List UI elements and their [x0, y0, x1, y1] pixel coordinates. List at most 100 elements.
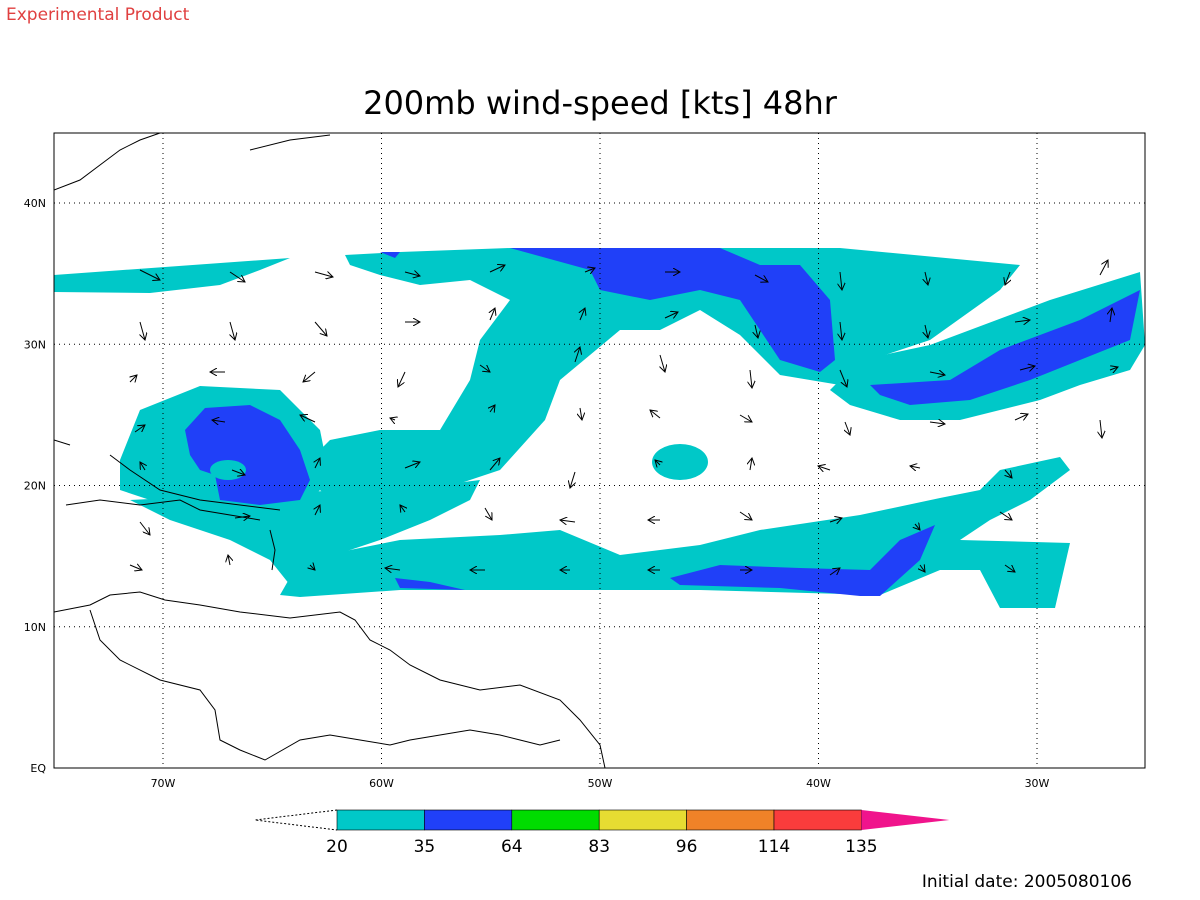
wind-field	[54, 133, 1145, 768]
colorbar-label: 96	[676, 837, 698, 857]
wind-arrow	[1005, 469, 1012, 478]
wind-arrow	[560, 520, 576, 522]
wind-arrow	[839, 369, 847, 387]
wind-arrow	[750, 369, 752, 388]
wind-vectors	[129, 260, 1118, 576]
wind-arrow	[1110, 308, 1112, 323]
wind-arrow	[1100, 419, 1102, 438]
wind-arrow	[999, 511, 1012, 520]
wind-arrow	[1099, 260, 1108, 276]
wind-arrow	[315, 505, 320, 516]
wind-arrow	[490, 308, 495, 321]
wind-arrow	[580, 407, 582, 420]
wind-arrow	[400, 505, 405, 512]
wind-arrow	[404, 272, 420, 276]
colorbar-box	[424, 809, 513, 831]
lat-label: 20N	[24, 480, 46, 493]
wind-arrow	[315, 458, 320, 469]
header-note: Experimental Product	[6, 5, 190, 25]
wind-arrow	[929, 422, 945, 424]
wind-arrow	[140, 321, 145, 340]
wind-arrow	[829, 568, 840, 576]
wind-arrow	[404, 462, 420, 469]
lon-label: 30W	[1025, 777, 1050, 790]
lat-label: 10N	[24, 621, 46, 634]
wind-arrow	[489, 265, 505, 273]
colorbar-box	[511, 809, 600, 831]
colorbar: 20 35 64 83 96 114 135	[254, 809, 950, 857]
wind-arrow	[314, 321, 327, 336]
wind-arrow	[915, 524, 920, 530]
wind-arrow	[129, 565, 142, 570]
wind-arrow	[1004, 564, 1015, 572]
wind-arrow	[920, 565, 925, 572]
wind-arrow	[660, 354, 665, 372]
wind-arrow	[575, 347, 580, 363]
wind-arrow	[840, 321, 842, 340]
band-35-64	[185, 248, 1140, 596]
wind-arrow	[1005, 271, 1010, 285]
colorbar-box	[686, 809, 775, 831]
wind-arrow	[390, 418, 395, 420]
colorbar-label: 135	[845, 837, 877, 857]
wind-arrow	[1014, 320, 1030, 322]
wind-arrow	[925, 324, 928, 338]
colorbar-label: 83	[588, 837, 610, 857]
lat-label: 40N	[24, 197, 46, 210]
wind-arrow	[650, 410, 661, 419]
map-frame	[53, 132, 1146, 769]
wind-arrow	[570, 471, 575, 488]
wind-arrow	[490, 405, 495, 412]
wind-arrow	[829, 518, 842, 522]
lon-label: 50W	[588, 777, 613, 790]
wind-arrow	[300, 415, 316, 423]
wind-arrow	[818, 466, 831, 470]
colorbar-label: 114	[758, 837, 790, 857]
lat-label: EQ	[30, 762, 46, 775]
wind-arrow	[739, 414, 752, 422]
wind-arrow	[910, 466, 921, 468]
coastlines	[54, 133, 606, 768]
graticule: 70W 60W 50W 40W 30W 40N 30N 20N 10N EQ	[24, 133, 1145, 790]
wind-arrow	[130, 375, 137, 382]
lon-label: 40W	[806, 777, 831, 790]
lat-label: 30N	[24, 338, 46, 351]
colorbar-label: 35	[414, 837, 436, 857]
wind-arrow	[584, 268, 595, 272]
wind-arrow	[1014, 414, 1028, 420]
wind-arrow	[840, 271, 842, 290]
lon-label: 70W	[151, 777, 176, 790]
wind-arrow	[489, 458, 500, 471]
wind-arrow	[655, 460, 660, 465]
wind-arrow	[230, 321, 235, 340]
colorbar-box	[598, 809, 687, 831]
colorbar-label: 64	[501, 837, 523, 857]
wind-arrow	[212, 420, 226, 422]
wind-arrow	[139, 521, 150, 535]
wind-arrow	[479, 364, 490, 372]
colorbar-box	[336, 809, 425, 831]
wind-arrow	[754, 274, 768, 282]
wind-arrow	[134, 425, 145, 433]
wind-arrow	[580, 308, 585, 321]
wind-arrow	[929, 372, 945, 375]
wind-arrow	[234, 516, 250, 518]
lon-label: 60W	[369, 777, 394, 790]
wind-arrow	[303, 371, 316, 382]
wind-arrow	[484, 507, 492, 520]
initial-date: Initial date: 2005080106	[922, 872, 1132, 892]
colorbar-label: 20	[326, 837, 348, 857]
wind-arrow	[140, 462, 145, 471]
wind-arrow	[755, 324, 758, 338]
wind-arrow	[739, 511, 752, 520]
colorbar-under	[254, 809, 338, 831]
wind-arrow	[1019, 366, 1035, 370]
colorbar-over	[861, 810, 950, 830]
eye	[210, 460, 246, 480]
wind-arrow	[398, 371, 406, 387]
wind-arrow	[750, 458, 752, 471]
wind-arrow	[925, 271, 928, 285]
wind-arrow	[1109, 367, 1118, 370]
